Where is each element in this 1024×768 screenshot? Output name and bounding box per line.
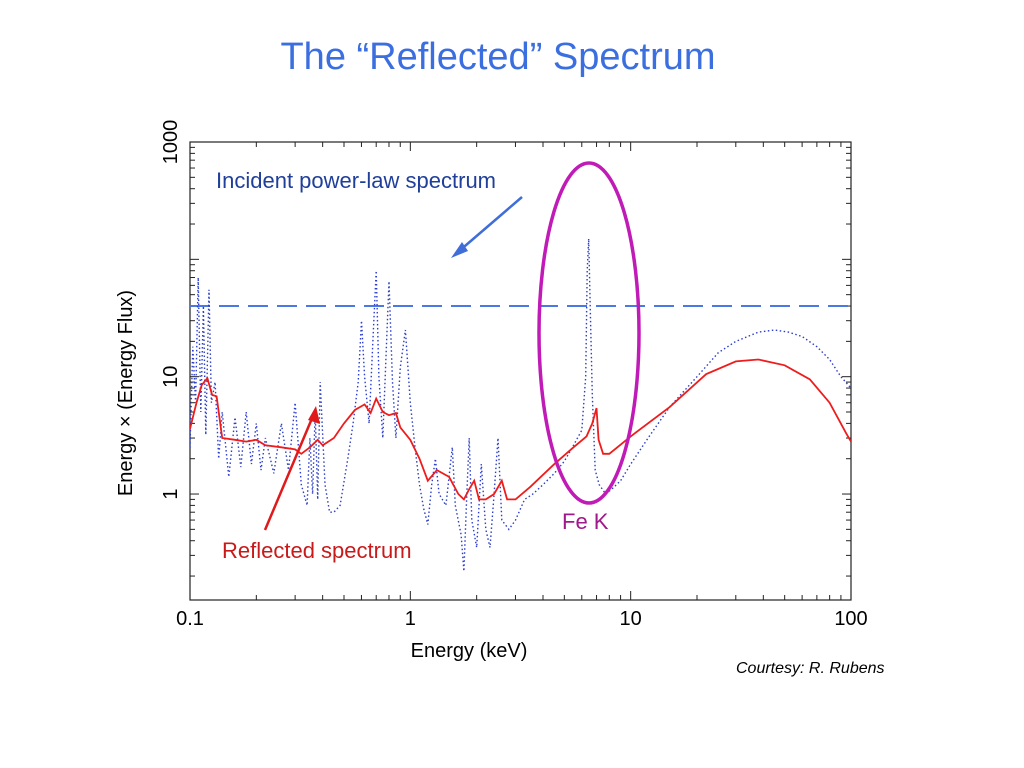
reflected-arrow-head	[308, 406, 320, 424]
x-tick-label: 0.1	[176, 608, 204, 630]
reflected-spectrum-line	[190, 358, 851, 501]
y-tick-label: 10	[160, 366, 182, 388]
x-tick-label: 10	[620, 608, 642, 630]
y-tick-label: 1000	[160, 120, 182, 165]
incident-spectrum-dotted-line	[190, 238, 851, 572]
courtesy-note: Courtesy: R. Rubens	[736, 660, 885, 677]
fe-k-label: Fe K	[562, 509, 609, 534]
axis-ticks: 0.1 1 10 100 1 10 1000	[160, 120, 868, 630]
x-tick-label: 100	[834, 608, 867, 630]
incident-label: Incident power-law spectrum	[216, 168, 496, 193]
incident-arrow-head	[451, 242, 468, 258]
fe-k-ellipse	[537, 161, 641, 505]
x-tick-label: 1	[405, 608, 416, 630]
incident-arrow	[457, 196, 523, 253]
x-axis-title: Energy (keV)	[411, 640, 528, 662]
y-axis-title: Energy × (Energy Flux)	[115, 290, 137, 496]
reflected-arrow	[263, 415, 315, 531]
y-tick-label: 1	[160, 488, 182, 499]
plot-frame	[189, 141, 852, 601]
slide-title: The “Reflected” Spectrum	[280, 36, 716, 78]
reflected-label: Reflected spectrum	[222, 538, 412, 563]
